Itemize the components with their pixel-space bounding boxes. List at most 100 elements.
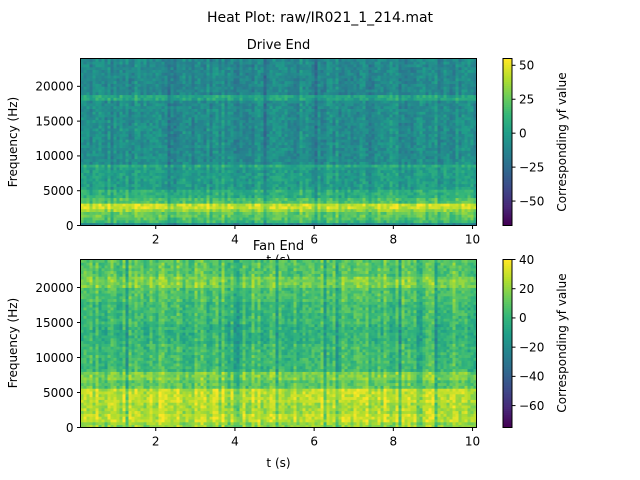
- heatmap-cell: [413, 186, 417, 190]
- heatmap-cell: [449, 200, 453, 204]
- heatmap-cell: [338, 125, 342, 129]
- heatmap-cell: [431, 203, 435, 207]
- heatmap-cell: [194, 178, 198, 182]
- heatmap-cell: [332, 192, 336, 196]
- heatmap-cell: [398, 186, 402, 190]
- heatmap-cell: [443, 142, 447, 146]
- heatmap-cell: [197, 122, 201, 126]
- heatmap-cell: [89, 147, 93, 151]
- heatmap-cell: [341, 133, 345, 137]
- heatmap-cell: [347, 139, 351, 143]
- heatmap-cell: [251, 192, 255, 196]
- heatmap-cell: [242, 192, 246, 196]
- heatmap-cell: [161, 144, 165, 148]
- heatmap-cell: [452, 164, 456, 168]
- heatmap-cell: [173, 142, 177, 146]
- heatmap-cell: [332, 130, 336, 135]
- heatmap-cell: [194, 217, 198, 221]
- heatmap-cell: [122, 130, 126, 135]
- heatmap-cell: [299, 192, 303, 196]
- heatmap-cell: [101, 178, 105, 182]
- heatmap-cell: [404, 200, 408, 204]
- heatmap-cell: [164, 130, 168, 135]
- heatmap-cell: [416, 125, 420, 129]
- heatmap-cell: [356, 142, 360, 146]
- heatmap-cell: [383, 189, 387, 193]
- heatmap-cell: [329, 128, 333, 132]
- heatmap-cell: [95, 142, 99, 146]
- heatmap-cell: [284, 139, 288, 143]
- heatmap-cell: [386, 200, 390, 204]
- heatmap-cell: [347, 192, 351, 196]
- heatmap-cell: [185, 122, 189, 126]
- heatmap-cell: [401, 158, 405, 162]
- heatmap-cell: [323, 206, 327, 210]
- heatmap-cell: [308, 164, 312, 168]
- heatmap-cell: [260, 139, 264, 143]
- heatmap-cell: [392, 150, 396, 154]
- heatmap-cell: [83, 206, 87, 210]
- heatmap-cell: [260, 144, 264, 148]
- heatmap-cell: [368, 153, 372, 157]
- heatmap-cell: [164, 219, 168, 224]
- heatmap-cell: [170, 133, 174, 137]
- heatmap-cell: [80, 197, 84, 201]
- heatmap-cell: [236, 186, 240, 190]
- heatmap-cell: [434, 217, 438, 221]
- heatmap-cell: [341, 158, 345, 162]
- heatmap-cell: [428, 122, 432, 126]
- heatmap-cell: [296, 180, 300, 185]
- heatmap-cell: [143, 217, 147, 221]
- heatmap-cell: [269, 153, 273, 157]
- heatmap-cell: [269, 189, 273, 193]
- heatmap-cell: [362, 222, 366, 226]
- heatmap-cell: [395, 128, 399, 132]
- heatmap-cell: [389, 186, 393, 190]
- heatmap-cell: [233, 222, 237, 226]
- heatmap-cell: [230, 119, 234, 123]
- heatmap-cell: [404, 219, 408, 224]
- heatmap-cell: [368, 144, 372, 148]
- heatmap-cell: [293, 161, 297, 165]
- heatmap-cell: [188, 197, 192, 201]
- heatmap-cell: [248, 133, 252, 137]
- heatmap-cell: [359, 155, 363, 160]
- heatmap-cell: [233, 144, 237, 148]
- heatmap-cell: [386, 144, 390, 148]
- heatmap-cell: [296, 130, 300, 135]
- heatmap-cell: [461, 208, 465, 212]
- heatmap-cell: [350, 122, 354, 126]
- heatmap-cell: [176, 197, 180, 201]
- heatmap-cell: [314, 203, 318, 207]
- heatmap-cell: [365, 167, 369, 171]
- heatmap-cell: [284, 183, 288, 187]
- heatmap-cell: [317, 211, 321, 215]
- heatmap-cell: [194, 169, 198, 174]
- heatmap-cell: [182, 219, 186, 224]
- heatmap-cell: [338, 200, 342, 204]
- heatmap-cell: [206, 130, 210, 135]
- heatmap-cell: [326, 194, 330, 199]
- heatmap-cell: [107, 133, 111, 137]
- heatmap-cell: [257, 197, 261, 201]
- heatmap-cell: [149, 211, 153, 215]
- heatmap-cell: [302, 211, 306, 215]
- heatmap-cell: [224, 144, 228, 148]
- heatmap-cell: [338, 197, 342, 201]
- heatmap-cell: [356, 217, 360, 221]
- heatmap-cell: [422, 222, 426, 226]
- heatmap-cell: [149, 217, 153, 221]
- heatmap-cell: [332, 211, 336, 215]
- heatmap-cell: [419, 192, 423, 196]
- heatmap-cell: [341, 172, 345, 176]
- heatmap-cell: [323, 150, 327, 154]
- heatmap-cell: [146, 208, 150, 212]
- heatmap-cell: [131, 144, 135, 148]
- heatmap-cell: [302, 172, 306, 176]
- heatmap-cell: [356, 119, 360, 123]
- heatmap-cell: [338, 147, 342, 151]
- heatmap-cell: [449, 144, 453, 148]
- heatmap-cell: [275, 164, 279, 168]
- heatmap-cell: [230, 139, 234, 143]
- heatmap-cell: [86, 150, 90, 154]
